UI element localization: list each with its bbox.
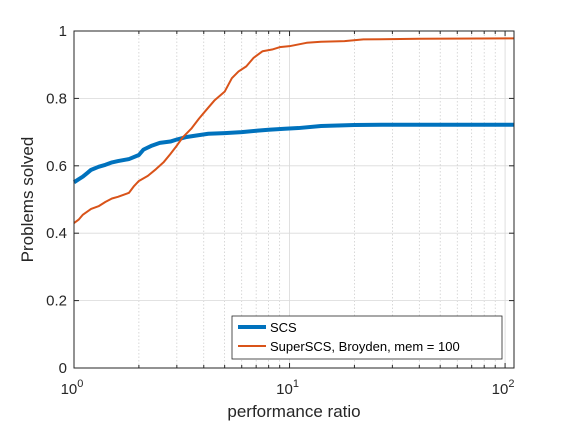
x-tick-label-base: 10 [492,381,509,398]
minor-gridlines [138,31,496,368]
y-tick-label: 1 [59,23,67,40]
axes-box [73,30,515,369]
series-line-scs [72,122,514,184]
y-tick-label: 0.2 [46,293,67,310]
x-tick-label: 102 [492,378,515,398]
data-series [72,37,515,224]
y-tick-label: 0 [59,360,67,377]
y-tick-label: 0.6 [46,158,67,175]
y-tick-label: 0.4 [46,225,67,242]
legend-label-superscs: SuperSCS, Broyden, mem = 100 [270,339,460,354]
x-tick-label-base: 10 [276,381,293,398]
x-axis-label: performance ratio [227,402,360,421]
x-tick-label-exponent: 2 [508,378,514,390]
y-tick-label: 0.8 [46,90,67,107]
x-tick-label-exponent: 0 [77,378,83,390]
x-tick-label-base: 10 [61,381,78,398]
legend-box [231,315,503,360]
legend-label-scs: SCS [270,320,297,335]
legend: SCS SuperSCS, Broyden, mem = 100 [231,315,503,360]
y-axis-label: Problems solved [18,137,37,263]
series-line-superscs [73,37,515,224]
x-tick-label: 100 [61,378,84,398]
x-tick-label: 101 [276,378,299,398]
x-tick-label-exponent: 1 [293,378,299,390]
plot-area [74,31,514,368]
axis-ticks [73,30,514,369]
